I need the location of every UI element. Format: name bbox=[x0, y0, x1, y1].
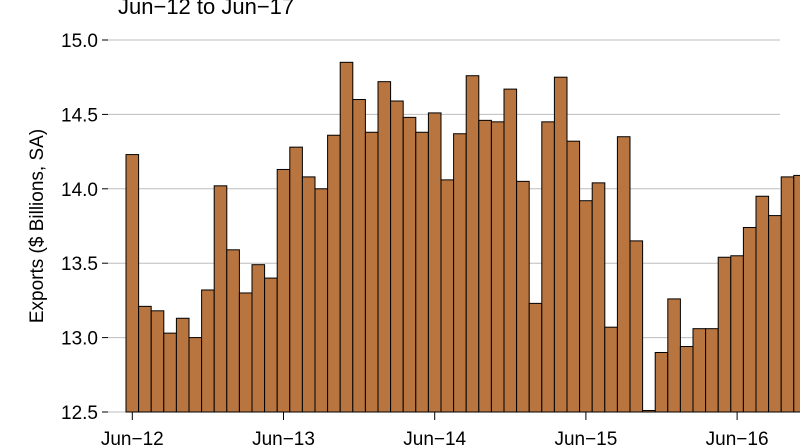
bar bbox=[541, 121, 555, 413]
bar bbox=[503, 88, 518, 413]
bar bbox=[201, 289, 215, 413]
bar bbox=[327, 134, 341, 413]
y-tick-label: 13.0 bbox=[61, 329, 98, 350]
bar bbox=[780, 176, 795, 413]
bar bbox=[528, 302, 543, 413]
y-tick-label: 13.5 bbox=[61, 254, 98, 275]
bar bbox=[402, 116, 417, 413]
bar bbox=[226, 249, 240, 413]
x-tick-label: Jun−16 bbox=[706, 429, 769, 445]
bar bbox=[742, 226, 757, 413]
y-axis-label: Exports ($ Billions, SA) bbox=[27, 129, 48, 323]
bar bbox=[490, 121, 505, 413]
x-tick-label: Jun−13 bbox=[252, 429, 315, 445]
bar bbox=[604, 326, 618, 413]
y-tick-label: 14.5 bbox=[61, 105, 98, 126]
bar bbox=[440, 179, 455, 413]
bar bbox=[654, 351, 669, 413]
bar bbox=[793, 174, 800, 413]
y-tick-label: 14.0 bbox=[61, 180, 98, 201]
bar bbox=[478, 119, 492, 413]
bar bbox=[377, 81, 392, 413]
bar bbox=[352, 99, 366, 413]
y-axis-ticks: 12.5 13.0 13.5 14.0 14.5 15.0 bbox=[61, 31, 108, 424]
bar bbox=[768, 215, 782, 413]
bar bbox=[667, 298, 681, 413]
bar bbox=[616, 136, 631, 413]
bar bbox=[427, 112, 442, 413]
bar bbox=[390, 100, 404, 413]
x-tick-label: Jun−12 bbox=[101, 429, 164, 445]
bar bbox=[213, 185, 228, 413]
bar bbox=[364, 131, 379, 413]
bar bbox=[705, 328, 719, 413]
bar bbox=[692, 328, 707, 413]
bar bbox=[465, 75, 480, 413]
bar bbox=[755, 195, 770, 413]
x-tick-label: Jun−15 bbox=[554, 429, 617, 445]
bar bbox=[289, 146, 303, 413]
bar bbox=[238, 292, 253, 413]
bar bbox=[591, 182, 606, 413]
bar bbox=[125, 154, 140, 413]
bar bbox=[453, 133, 467, 413]
bar bbox=[264, 277, 278, 413]
bar bbox=[579, 200, 593, 413]
bar bbox=[566, 140, 581, 413]
bar bbox=[138, 305, 152, 413]
bar bbox=[339, 61, 354, 413]
bar bbox=[629, 240, 644, 413]
bar bbox=[301, 176, 316, 413]
bar bbox=[415, 131, 429, 413]
bar bbox=[251, 264, 266, 413]
chart-subtitle: Jun−12 to Jun−17 bbox=[118, 0, 294, 19]
y-tick-label: 15.0 bbox=[61, 31, 98, 52]
bar bbox=[276, 168, 291, 413]
bar bbox=[188, 337, 203, 413]
bar bbox=[730, 255, 744, 413]
bar bbox=[314, 188, 329, 413]
bar bbox=[717, 256, 732, 413]
bar bbox=[163, 332, 177, 413]
bar bbox=[516, 180, 530, 413]
y-tick-label: 12.5 bbox=[61, 403, 98, 424]
bar bbox=[553, 76, 568, 413]
bar bbox=[150, 310, 165, 413]
bar bbox=[175, 317, 190, 413]
x-tick-label: Jun−14 bbox=[403, 429, 466, 445]
bars bbox=[125, 61, 800, 413]
bar bbox=[679, 346, 694, 413]
